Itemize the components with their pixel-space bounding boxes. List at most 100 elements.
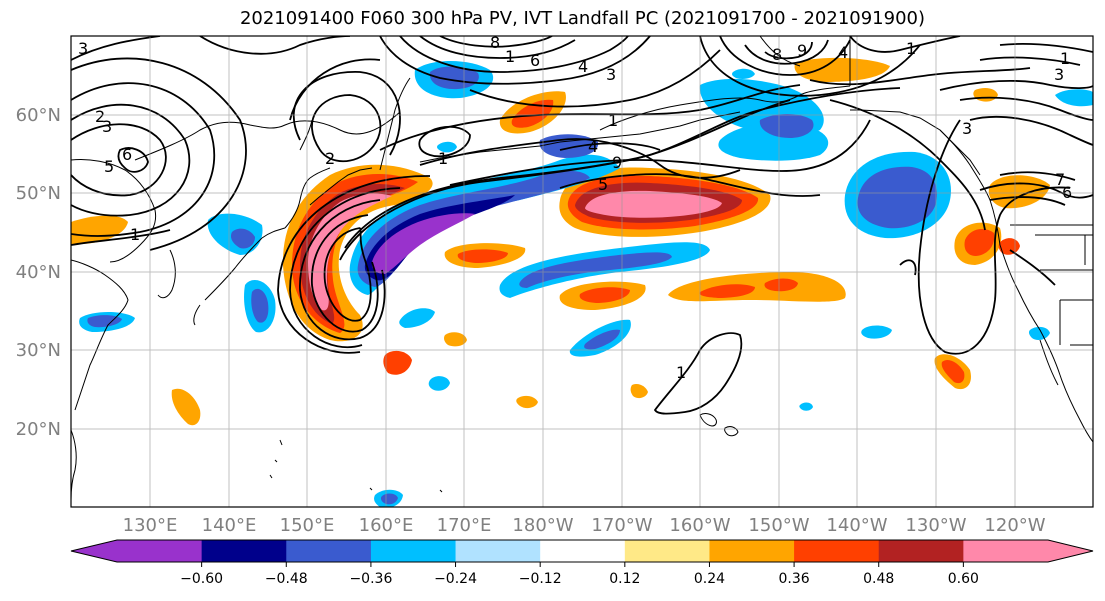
colorbar-tick-label: −0.12 — [519, 571, 562, 587]
contour-label: 9 — [797, 41, 807, 60]
pv-negative-patch-13 — [437, 141, 457, 153]
contour-label: 5 — [104, 157, 114, 176]
pv-negative-patch-5 — [399, 308, 435, 328]
pv-negative-band-4 — [371, 213, 475, 274]
lon-label: 150°W — [748, 515, 809, 536]
pv-negative-top-2 — [429, 66, 479, 90]
contour-label: 4 — [578, 57, 588, 76]
colorbar-segment — [540, 540, 626, 562]
pv-positive-patch-15 — [630, 383, 648, 399]
colorbar-segment — [455, 540, 541, 562]
pv-positive-patch-6 — [988, 175, 1050, 209]
coastlines — [71, 36, 1093, 501]
pv-negative-patch-9 — [1055, 89, 1093, 107]
lat-label: 50°N — [16, 183, 61, 204]
pv-negative-patch-3b — [230, 228, 255, 249]
lon-label: 160°E — [359, 515, 414, 536]
ivt-contours — [71, 36, 1093, 415]
lat-label: 60°N — [16, 105, 61, 126]
contour-label: 2 — [95, 107, 105, 126]
pv-negative-patch-8b — [380, 493, 398, 505]
lon-label: 170°W — [591, 515, 652, 536]
lon-label: 150°E — [280, 515, 335, 536]
colorbar-tick-label: 0.24 — [694, 571, 725, 587]
map-frame — [70, 35, 1094, 508]
pv-negative-band-south-2 — [519, 252, 672, 288]
colorbar-outline — [70, 539, 1094, 563]
pv-positive-patch-7b — [964, 228, 995, 256]
pv-positive-patch-1b — [457, 249, 508, 263]
lat-label: 40°N — [16, 262, 61, 283]
contour-label: 3 — [606, 65, 616, 84]
colorbar-segment — [370, 540, 457, 562]
contour-label: 1 — [130, 225, 140, 244]
pv-positive-patch-9 — [171, 388, 201, 426]
pv-positive-patch-11 — [444, 332, 467, 347]
lon-label: 120°W — [984, 515, 1045, 536]
contour-label: 5 — [598, 175, 608, 194]
colorbar-tick-label: −0.24 — [434, 571, 477, 587]
colorbar-segment — [794, 540, 880, 562]
pv-positive-patch-3c — [764, 278, 798, 292]
pv-positive-patch-12b — [941, 360, 965, 384]
pv-positive-patch-2b — [579, 287, 630, 303]
contour-label: 6 — [530, 51, 540, 70]
contour-label: 8 — [490, 33, 500, 52]
colorbar-tick-label: −0.36 — [349, 571, 392, 587]
colorbar-tick-label: 0.60 — [948, 571, 979, 587]
colorbar-tick-label: 0.12 — [609, 571, 640, 587]
contour-label: 1 — [608, 111, 618, 130]
contour-label: 4 — [588, 137, 598, 156]
colorbar-tick-label: −0.48 — [265, 571, 308, 587]
pv-positive-patch-5 — [794, 57, 890, 82]
pv-positive-patch-3b — [699, 284, 755, 298]
pv-negative-patch-1b — [251, 288, 269, 323]
pv-negative-patch-10 — [1028, 326, 1050, 341]
colorbar-segment — [286, 540, 372, 562]
lon-label: 130°E — [123, 515, 178, 536]
contour-label: 1 — [505, 47, 515, 66]
pv-negative-alaska-3 — [759, 114, 814, 138]
pv-positive-patch-14 — [516, 395, 538, 409]
gridlines — [71, 36, 1093, 507]
colorbar-segment — [878, 540, 964, 562]
colorbar: −0.60 −0.48 −0.36 −0.24 −0.12 0.12 0.24 0.36 0.4… — [70, 539, 1094, 587]
contour-label: 1 — [676, 363, 686, 382]
pv-positive-blob-central-4 — [585, 190, 722, 218]
contour-label: 1 — [906, 39, 916, 58]
pv-negative-patch-4b — [584, 329, 620, 350]
pv-negative-patch-7 — [861, 325, 892, 339]
contour-label: 3 — [102, 117, 112, 136]
contour-label-group: 3 8 1 6 4 3 8 9 4 1 3 1 2 3 6 5 1 4 9 5 … — [78, 33, 1072, 382]
pv-negative-patch-11 — [732, 68, 755, 79]
contour-label: 1 — [438, 149, 448, 168]
lat-labels: 60°N 50°N 40°N 30°N 20°N — [16, 105, 61, 440]
colorbar-extend-low — [71, 540, 117, 562]
colorbar-tick-label: −0.60 — [180, 571, 223, 587]
pv-negative-patch-2b — [87, 315, 122, 328]
lon-label: 130°W — [905, 515, 966, 536]
colorbar-tick-label: 0.36 — [779, 571, 810, 587]
colorbar-segment — [201, 540, 287, 562]
lon-label: 180°W — [512, 515, 573, 536]
pv-negative-patch-6 — [428, 376, 450, 391]
pv-positive-patch-10 — [383, 350, 412, 375]
contour-label: 6 — [122, 145, 132, 164]
contour-label: 1 — [1060, 49, 1070, 68]
colorbar-extend-high — [1048, 540, 1093, 562]
colorbar-segment — [963, 540, 1049, 562]
lon-label: 140°W — [826, 515, 887, 536]
contour-label: 2 — [325, 149, 335, 168]
contour-label: 3 — [78, 39, 88, 58]
pv-positive-patch-8 — [71, 215, 128, 244]
contour-label: 3 — [1054, 65, 1064, 84]
lat-label: 30°N — [16, 340, 61, 361]
lon-label: 140°E — [202, 515, 257, 536]
pv-positive-arc-west-peak — [308, 193, 392, 311]
contour-label: 4 — [838, 43, 848, 62]
colorbar-segment — [709, 540, 795, 562]
colorbar-segment — [624, 540, 710, 562]
lat-label: 20°N — [16, 419, 61, 440]
map-panel: 3 8 1 6 4 3 8 9 4 1 3 1 2 3 6 5 1 4 9 5 … — [71, 33, 1093, 507]
